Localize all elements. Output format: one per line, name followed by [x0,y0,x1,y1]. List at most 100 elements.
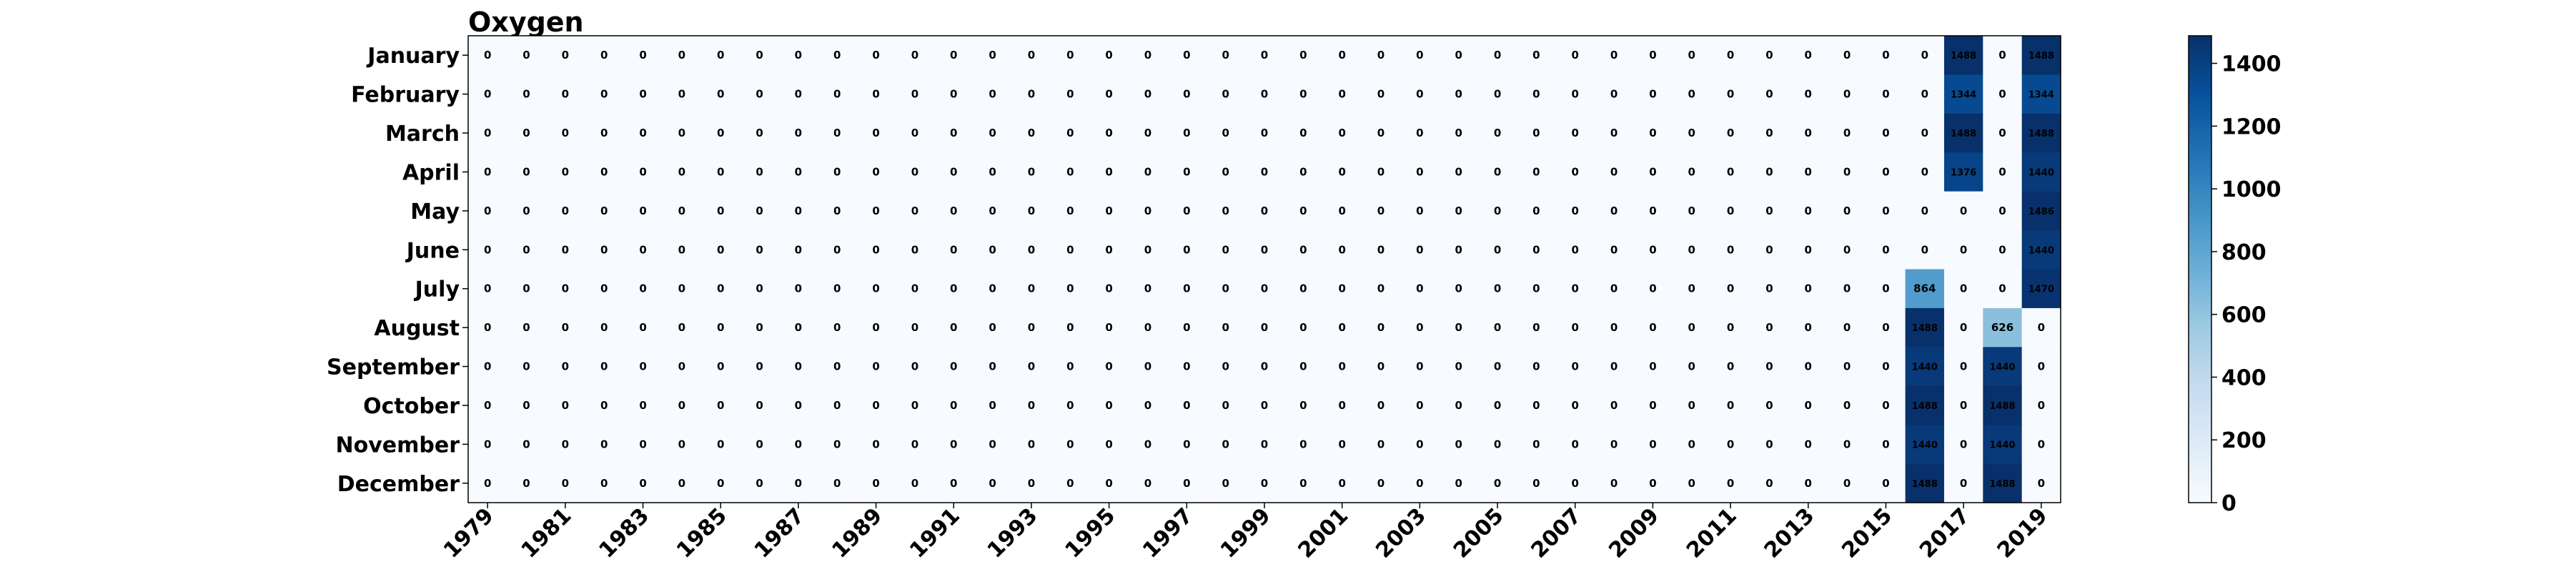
month-label: May [410,199,460,225]
cell-value-label: 0 [1066,127,1074,139]
cell-value-label: 0 [1572,321,1579,334]
cell-value-label: 0 [1572,127,1579,139]
heatmap-cell [778,36,818,76]
heatmap-cell [1361,152,1401,192]
cell-value-label: 0 [989,360,996,373]
cell-value-label: 0 [1028,477,1035,490]
heatmap-cell [623,152,663,192]
heatmap-cell [1710,269,1750,309]
cell-value-label: 0 [1299,438,1307,450]
heatmap-cell [1206,36,1246,76]
cell-value-label: 0 [1998,204,2006,217]
heatmap-cell [1477,463,1517,503]
cell-value-label: 0 [1183,282,1190,295]
cell-value-label: 0 [989,127,996,139]
cell-value-label: 0 [600,399,608,412]
heatmap-cell [1750,463,1790,503]
heatmap-cell [1439,191,1479,231]
cell-value-label: 0 [1494,243,1501,256]
heatmap-cell [1128,74,1168,114]
cell-value-label: 0 [1649,165,1656,178]
heatmap-cell [1051,230,1091,270]
cell-value-label: 0 [1028,399,1035,412]
heatmap-cell [1983,113,2023,153]
heatmap-cell [1439,307,1479,347]
cell-value-label: 0 [1843,438,1851,450]
heatmap-cell [1284,307,1324,347]
cell-value-label: 0 [833,243,841,256]
cell-value-label: 0 [678,127,685,139]
cell-value-label: 0 [1532,243,1540,256]
heatmap-cell [1477,230,1517,270]
cell-value-label: 0 [2038,399,2045,412]
cell-value-label: 0 [1299,321,1307,334]
heatmap-cell [1244,307,1284,347]
heatmap-cell [1128,191,1168,231]
cell-value-label: 0 [1998,243,2006,256]
cell-value-label: 0 [1572,360,1579,373]
heatmap-cell [1244,230,1284,270]
heatmap-cells [468,36,2061,503]
heatmap-cell [1011,463,1051,503]
heatmap-cell [1051,385,1091,425]
cell-value-label: 0 [1572,49,1579,61]
cell-value-label: 0 [989,438,996,450]
heatmap-cell [1128,307,1168,347]
cell-value-label: 1440 [1912,440,1938,450]
heatmap-cell [1439,152,1479,192]
cell-value-label: 1376 [1951,167,1976,178]
cell-value-label: 0 [756,127,763,139]
heatmap-cell [1284,425,1324,465]
heatmap-cell [1905,230,1945,270]
year-label: 1995 [1060,503,1120,563]
heatmap-cell [1788,113,1828,153]
heatmap-cell [2021,113,2061,153]
cell-value-label: 0 [1455,243,1462,256]
heatmap-cell [507,191,547,231]
cell-value-label: 0 [950,282,957,295]
heatmap-cell [1827,385,1867,425]
cell-value-label: 0 [717,204,724,217]
heatmap-cell [701,307,740,347]
cell-value-label: 0 [1494,360,1501,373]
cell-value-label: 0 [1261,321,1268,334]
heatmap-cell [701,36,740,76]
heatmap-cell [1943,269,1983,309]
cell-value-label: 0 [1494,88,1501,101]
heatmap-cell [1905,36,1945,76]
cell-value-label: 0 [1532,321,1540,334]
heatmap-cell [1322,74,1362,114]
cell-value-label: 0 [833,165,841,178]
heatmap-cell [1400,269,1440,309]
heatmap-cell [934,269,974,309]
heatmap-cell [1167,74,1207,114]
heatmap-cell [740,191,780,231]
cell-value-label: 0 [1998,127,2006,139]
cell-value-label: 0 [1222,321,1229,334]
year-label: 2001 [1294,503,1354,563]
heatmap-cell [1788,152,1828,192]
heatmap-cell [1750,425,1790,465]
cell-value-label: 0 [1455,438,1462,450]
cell-value-label: 0 [639,243,646,256]
cell-value-label: 0 [1261,243,1268,256]
heatmap-cell [1517,269,1557,309]
cell-value-label: 0 [872,321,879,334]
cell-value-label: 1488 [1951,129,1976,139]
cell-value-label: 0 [1299,477,1307,490]
heatmap-cell [1866,36,1906,76]
cell-value-label: 0 [1882,243,1889,256]
cell-value-label: 0 [1882,477,1889,490]
cell-value-label: 0 [1144,49,1151,61]
heatmap-cell [895,36,935,76]
cell-value-label: 0 [678,204,685,217]
cell-value-label: 0 [484,165,491,178]
heatmap-cell [1633,425,1673,465]
cell-value-label: 0 [1610,49,1618,61]
cell-value-label: 0 [833,204,841,217]
heatmap-cell [1206,463,1246,503]
cell-value-label: 0 [1727,399,1734,412]
heatmap-cell [856,74,896,114]
cell-value-label: 0 [1688,321,1695,334]
